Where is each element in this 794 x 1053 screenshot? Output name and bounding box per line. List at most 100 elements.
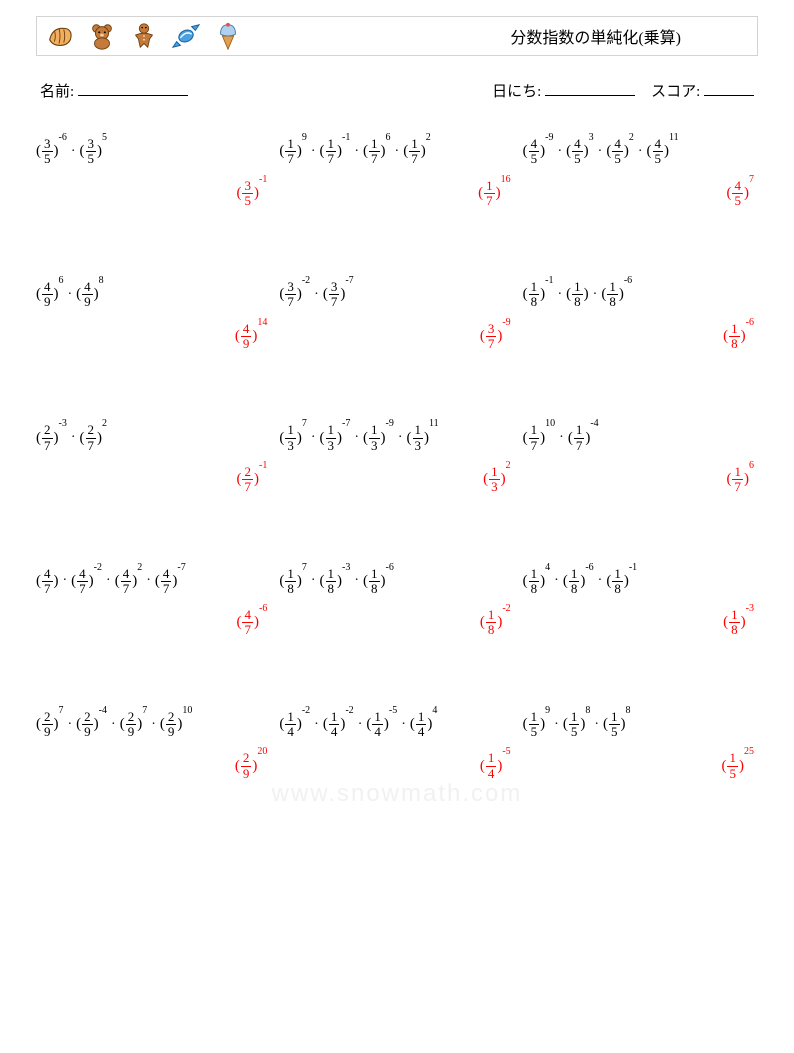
exponent: -9 [545, 133, 553, 143]
exponent: -6 [386, 563, 394, 573]
icon-strip [45, 21, 243, 51]
close-paren: ) [254, 615, 259, 630]
denominator: 5 [86, 152, 97, 166]
gingerbread-icon [129, 21, 159, 51]
problem-expression: ( 4 5 ) -9 · ( 4 5 ) 3 · ( 4 5 ) 2 · ( 4… [523, 137, 758, 167]
fraction-power-term: ( 3 5 ) -6 [36, 137, 67, 167]
numerator: 4 [732, 179, 743, 193]
open-paren: ( [363, 574, 368, 589]
exponent: 2 [137, 563, 142, 573]
exponent: 7 [749, 175, 754, 185]
fraction: 4 9 [42, 280, 53, 310]
exponent: -6 [585, 563, 593, 573]
numerator: 1 [285, 137, 296, 151]
denominator: 3 [326, 439, 337, 453]
multiply-dot: · [354, 574, 359, 588]
numerator: 1 [529, 280, 540, 294]
score-blank[interactable] [704, 81, 754, 96]
fraction: 4 9 [82, 280, 93, 310]
numerator: 1 [569, 567, 580, 581]
multiply-dot: · [598, 145, 603, 159]
multiply-dot: · [398, 431, 403, 445]
open-paren: ( [726, 186, 731, 201]
fraction-power-term: ( 4 5 ) 2 [606, 137, 634, 167]
numerator: 1 [732, 465, 743, 479]
exponent: -7 [345, 276, 353, 286]
numerator: 1 [484, 179, 495, 193]
exponent: 11 [429, 419, 439, 429]
problem-expression: ( 2 7 ) -3 · ( 2 7 ) 2 [36, 423, 271, 453]
watermark: www.snowmath.com [0, 780, 794, 808]
multiply-dot: · [71, 145, 76, 159]
numerator: 2 [86, 423, 97, 437]
open-paren: ( [566, 287, 571, 302]
fraction: 1 7 [732, 465, 743, 495]
denominator: 7 [285, 152, 296, 166]
denominator: 7 [732, 480, 743, 494]
close-paren: ) [424, 431, 429, 446]
open-paren: ( [115, 574, 120, 589]
fraction-power-term: ( 2 9 ) -4 [76, 710, 107, 740]
close-paren: ) [254, 472, 259, 487]
numerator: 1 [574, 423, 585, 437]
answer: ( 1 8 ) -2 [480, 608, 511, 638]
numerator: 4 [612, 137, 623, 151]
close-paren: ) [132, 574, 137, 589]
exponent: 9 [302, 133, 307, 143]
denominator: 9 [42, 725, 53, 739]
close-paren: ) [497, 329, 502, 344]
close-paren: ) [381, 574, 386, 589]
fraction-power-term: ( 4 9 ) 8 [76, 280, 104, 310]
fraction-power-term: ( 1 8 ) 4 [523, 567, 551, 597]
answer-row: ( 1 7 ) 6 [523, 465, 758, 495]
exponent: -3 [59, 419, 67, 429]
exponent: 7 [302, 563, 307, 573]
fraction-power-term: ( 1 3 ) -7 [320, 423, 351, 453]
problem-expression: ( 1 7 ) 10 · ( 1 7 ) -4 [523, 423, 758, 453]
open-paren: ( [723, 615, 728, 630]
open-paren: ( [36, 717, 41, 732]
fraction-power-term: ( 1 7 ) 6 [363, 137, 391, 167]
close-paren: ) [94, 287, 99, 302]
denominator: 7 [369, 152, 380, 166]
open-paren: ( [603, 717, 608, 732]
numerator: 2 [166, 710, 177, 724]
numerator: 4 [42, 280, 53, 294]
exponent: 2 [629, 133, 634, 143]
multiply-dot: · [311, 574, 316, 588]
fraction: 1 8 [572, 280, 583, 310]
fraction: 1 3 [326, 423, 337, 453]
problem-expression: ( 1 5 ) 9 · ( 1 5 ) 8 · ( 1 5 ) 8 [523, 710, 758, 740]
close-paren: ) [540, 431, 545, 446]
fraction: 1 4 [372, 710, 383, 740]
answer: ( 1 7 ) 6 [726, 465, 754, 495]
fraction: 1 4 [285, 710, 296, 740]
numerator: 2 [82, 710, 93, 724]
exponent: 25 [744, 747, 754, 757]
problem-expression: ( 3 7 ) -2 · ( 3 7 ) -7 [279, 280, 514, 310]
numerator: 1 [326, 567, 337, 581]
denominator: 3 [285, 439, 296, 453]
name-blank[interactable] [78, 81, 188, 96]
close-paren: ) [297, 574, 302, 589]
fraction-power-term: ( 1 7 ) 16 [478, 179, 511, 209]
exponent: -1 [342, 133, 350, 143]
fraction: 1 7 [529, 423, 540, 453]
date-label: 日にち: [492, 84, 541, 100]
open-paren: ( [80, 144, 85, 159]
exponent: -1 [259, 461, 267, 471]
date-blank[interactable] [545, 81, 635, 96]
denominator: 9 [82, 725, 93, 739]
close-paren: ) [172, 574, 177, 589]
close-paren: ) [337, 431, 342, 446]
problem-cell: ( 1 7 ) 10 · ( 1 7 ) -4 ( 1 7 ) 6 [523, 423, 758, 494]
exponent: 8 [626, 706, 631, 716]
close-paren: ) [137, 717, 142, 732]
answer: ( 3 5 ) -1 [236, 179, 267, 209]
exponent: -4 [590, 419, 598, 429]
exponent: 10 [182, 706, 192, 716]
fraction-power-term: ( 4 9 ) 14 [235, 322, 268, 352]
fraction: 1 7 [326, 137, 337, 167]
numerator: 1 [416, 710, 427, 724]
close-paren: ) [540, 287, 545, 302]
